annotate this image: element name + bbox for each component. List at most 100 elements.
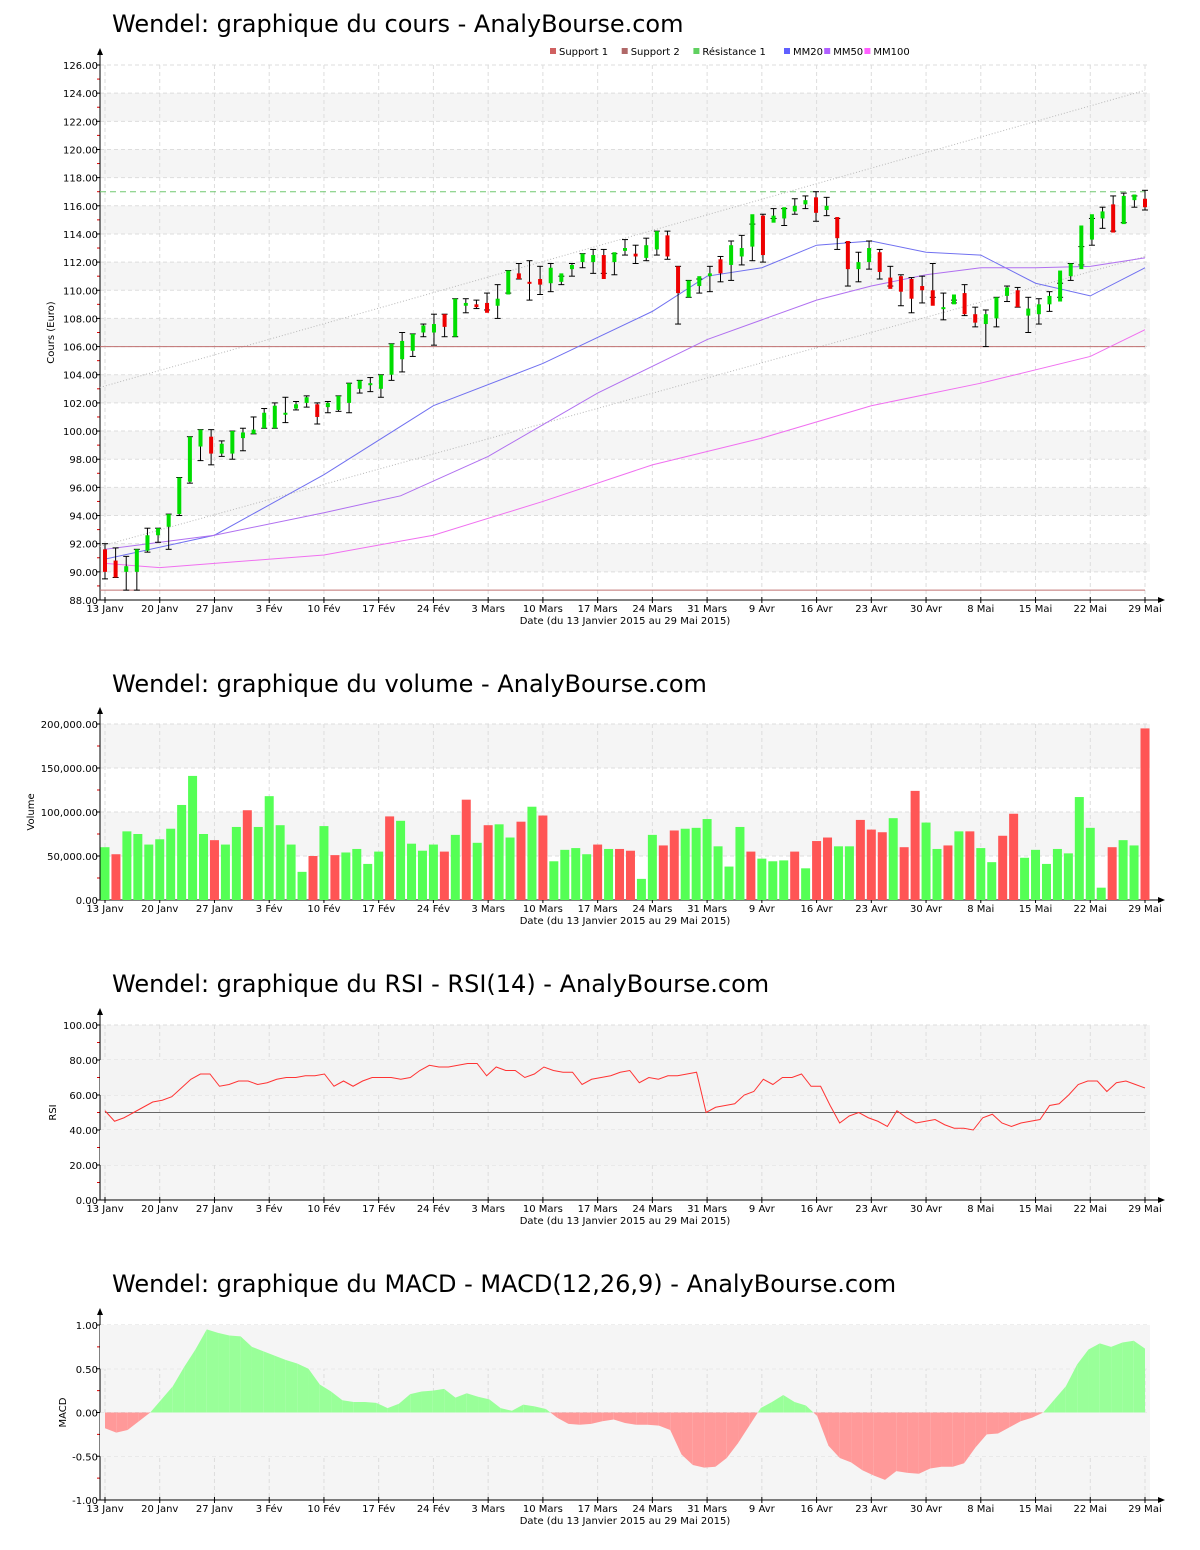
- x-tick-label: 29 Mai: [1128, 604, 1161, 615]
- candle-body: [644, 245, 649, 258]
- macd-area: [376, 1402, 388, 1413]
- x-tick-label: 24 Mars: [632, 604, 672, 615]
- x-tick-label: 31 Mars: [687, 604, 727, 615]
- volume-bar: [407, 843, 417, 900]
- legend-item: Support 1: [550, 47, 608, 58]
- x-tick-label: 8 Mai: [967, 1204, 994, 1215]
- macd-area: [998, 1412, 1010, 1434]
- volume-bar: [921, 822, 931, 900]
- candle-body: [145, 535, 150, 551]
- candle: [537, 265, 544, 295]
- x-tick-label: 24 Mars: [632, 1204, 672, 1215]
- volume-bar: [472, 842, 482, 900]
- candle: [229, 430, 236, 460]
- x-tick-label: 3 Mars: [471, 1204, 505, 1215]
- macd-area: [783, 1395, 795, 1413]
- volume-bar: [450, 834, 460, 900]
- y-tick-label: 90.00: [69, 568, 98, 579]
- candle: [908, 277, 915, 314]
- candle-body: [400, 340, 405, 360]
- x-tick-label: 17 Fév: [362, 1203, 395, 1215]
- volume-bar: [713, 846, 723, 900]
- candle-body: [378, 374, 383, 389]
- macd-area: [794, 1402, 806, 1413]
- x-tick-label: 30 Avr: [910, 1504, 943, 1515]
- candle-body: [739, 248, 744, 257]
- x-tick-label: 27 Janv: [196, 604, 233, 615]
- x-tick-label: 24 Fév: [417, 1503, 450, 1515]
- y-tick-label: 124.00: [63, 89, 98, 100]
- candle-body: [134, 549, 139, 572]
- x-tick-label: 23 Avr: [855, 1204, 888, 1215]
- volume-bar: [188, 775, 198, 900]
- candle-body: [410, 333, 415, 351]
- macd-area: [681, 1412, 693, 1465]
- rsi-line: [104, 1063, 1146, 1131]
- candle: [664, 230, 671, 260]
- candle-body: [771, 215, 776, 223]
- y-tick-label: 112.00: [63, 258, 98, 269]
- candle-body: [251, 429, 256, 434]
- volume-bar: [680, 828, 690, 900]
- candle: [144, 527, 151, 553]
- volume-bar: [932, 848, 942, 900]
- candle: [420, 323, 427, 338]
- candle-body: [686, 280, 691, 298]
- x-tick-label: 31 Mars: [687, 1204, 727, 1215]
- candle-body: [920, 286, 925, 291]
- macd-area: [862, 1412, 874, 1476]
- x-axis-label: Date (du 13 Janvier 2015 au 29 Mai 2015): [520, 916, 731, 927]
- candle-body: [485, 302, 490, 313]
- candle-body: [548, 267, 553, 284]
- x-tick-label: 13 Janv: [86, 904, 123, 915]
- x-tick-label: 15 Mai: [1019, 604, 1052, 615]
- candle-body: [124, 566, 129, 572]
- candle-body: [198, 429, 203, 447]
- legend-swatch: [864, 48, 871, 54]
- y-tick-label: -1.00: [72, 1496, 98, 1507]
- grid-band: [100, 318, 1150, 347]
- candle-body: [867, 248, 872, 263]
- candle: [112, 547, 119, 578]
- volume-bar: [976, 848, 986, 900]
- volume-bar: [866, 829, 876, 900]
- x-tick-label: 29 Mai: [1128, 1204, 1161, 1215]
- candle: [430, 313, 437, 346]
- ma20-line: [104, 240, 1146, 560]
- candle-body: [803, 200, 808, 205]
- grid-band: [100, 149, 1150, 178]
- x-tick-label: 10 Mars: [523, 904, 563, 915]
- volume-bar: [1020, 857, 1030, 900]
- candle-body: [283, 412, 288, 415]
- volume-bar: [801, 868, 811, 900]
- macd-area: [1077, 1349, 1089, 1413]
- macd-area: [636, 1412, 648, 1425]
- candle: [1120, 192, 1127, 225]
- candle: [1142, 189, 1148, 211]
- legend-swatch: [784, 48, 790, 54]
- volume-bar: [275, 825, 285, 900]
- macd-area: [1065, 1364, 1078, 1413]
- y-tick-label: 150,000.00: [41, 764, 98, 775]
- candle-body: [230, 431, 235, 454]
- candle: [600, 248, 607, 279]
- x-tick-label: 15 Mai: [1019, 1204, 1052, 1215]
- candle-body: [559, 273, 564, 282]
- x-tick-label: 23 Avr: [855, 904, 888, 915]
- legend-label: Support 1: [559, 47, 608, 58]
- candle-body: [325, 402, 330, 408]
- volume-bar: [1140, 728, 1150, 900]
- legend-swatch: [621, 48, 628, 54]
- volume-bar: [483, 825, 493, 900]
- volume-bar: [604, 848, 614, 900]
- volume-bar: [549, 861, 559, 900]
- candle-body: [1143, 198, 1147, 208]
- y-axis-label: RSI: [48, 1104, 59, 1120]
- candle-body: [209, 436, 214, 454]
- candle-body: [431, 324, 436, 333]
- macd-area: [387, 1403, 399, 1413]
- candle-body: [845, 240, 850, 270]
- x-tick-label: 13 Janv: [86, 604, 123, 615]
- x-tick-label: 20 Janv: [141, 904, 178, 915]
- macd-area: [964, 1412, 976, 1464]
